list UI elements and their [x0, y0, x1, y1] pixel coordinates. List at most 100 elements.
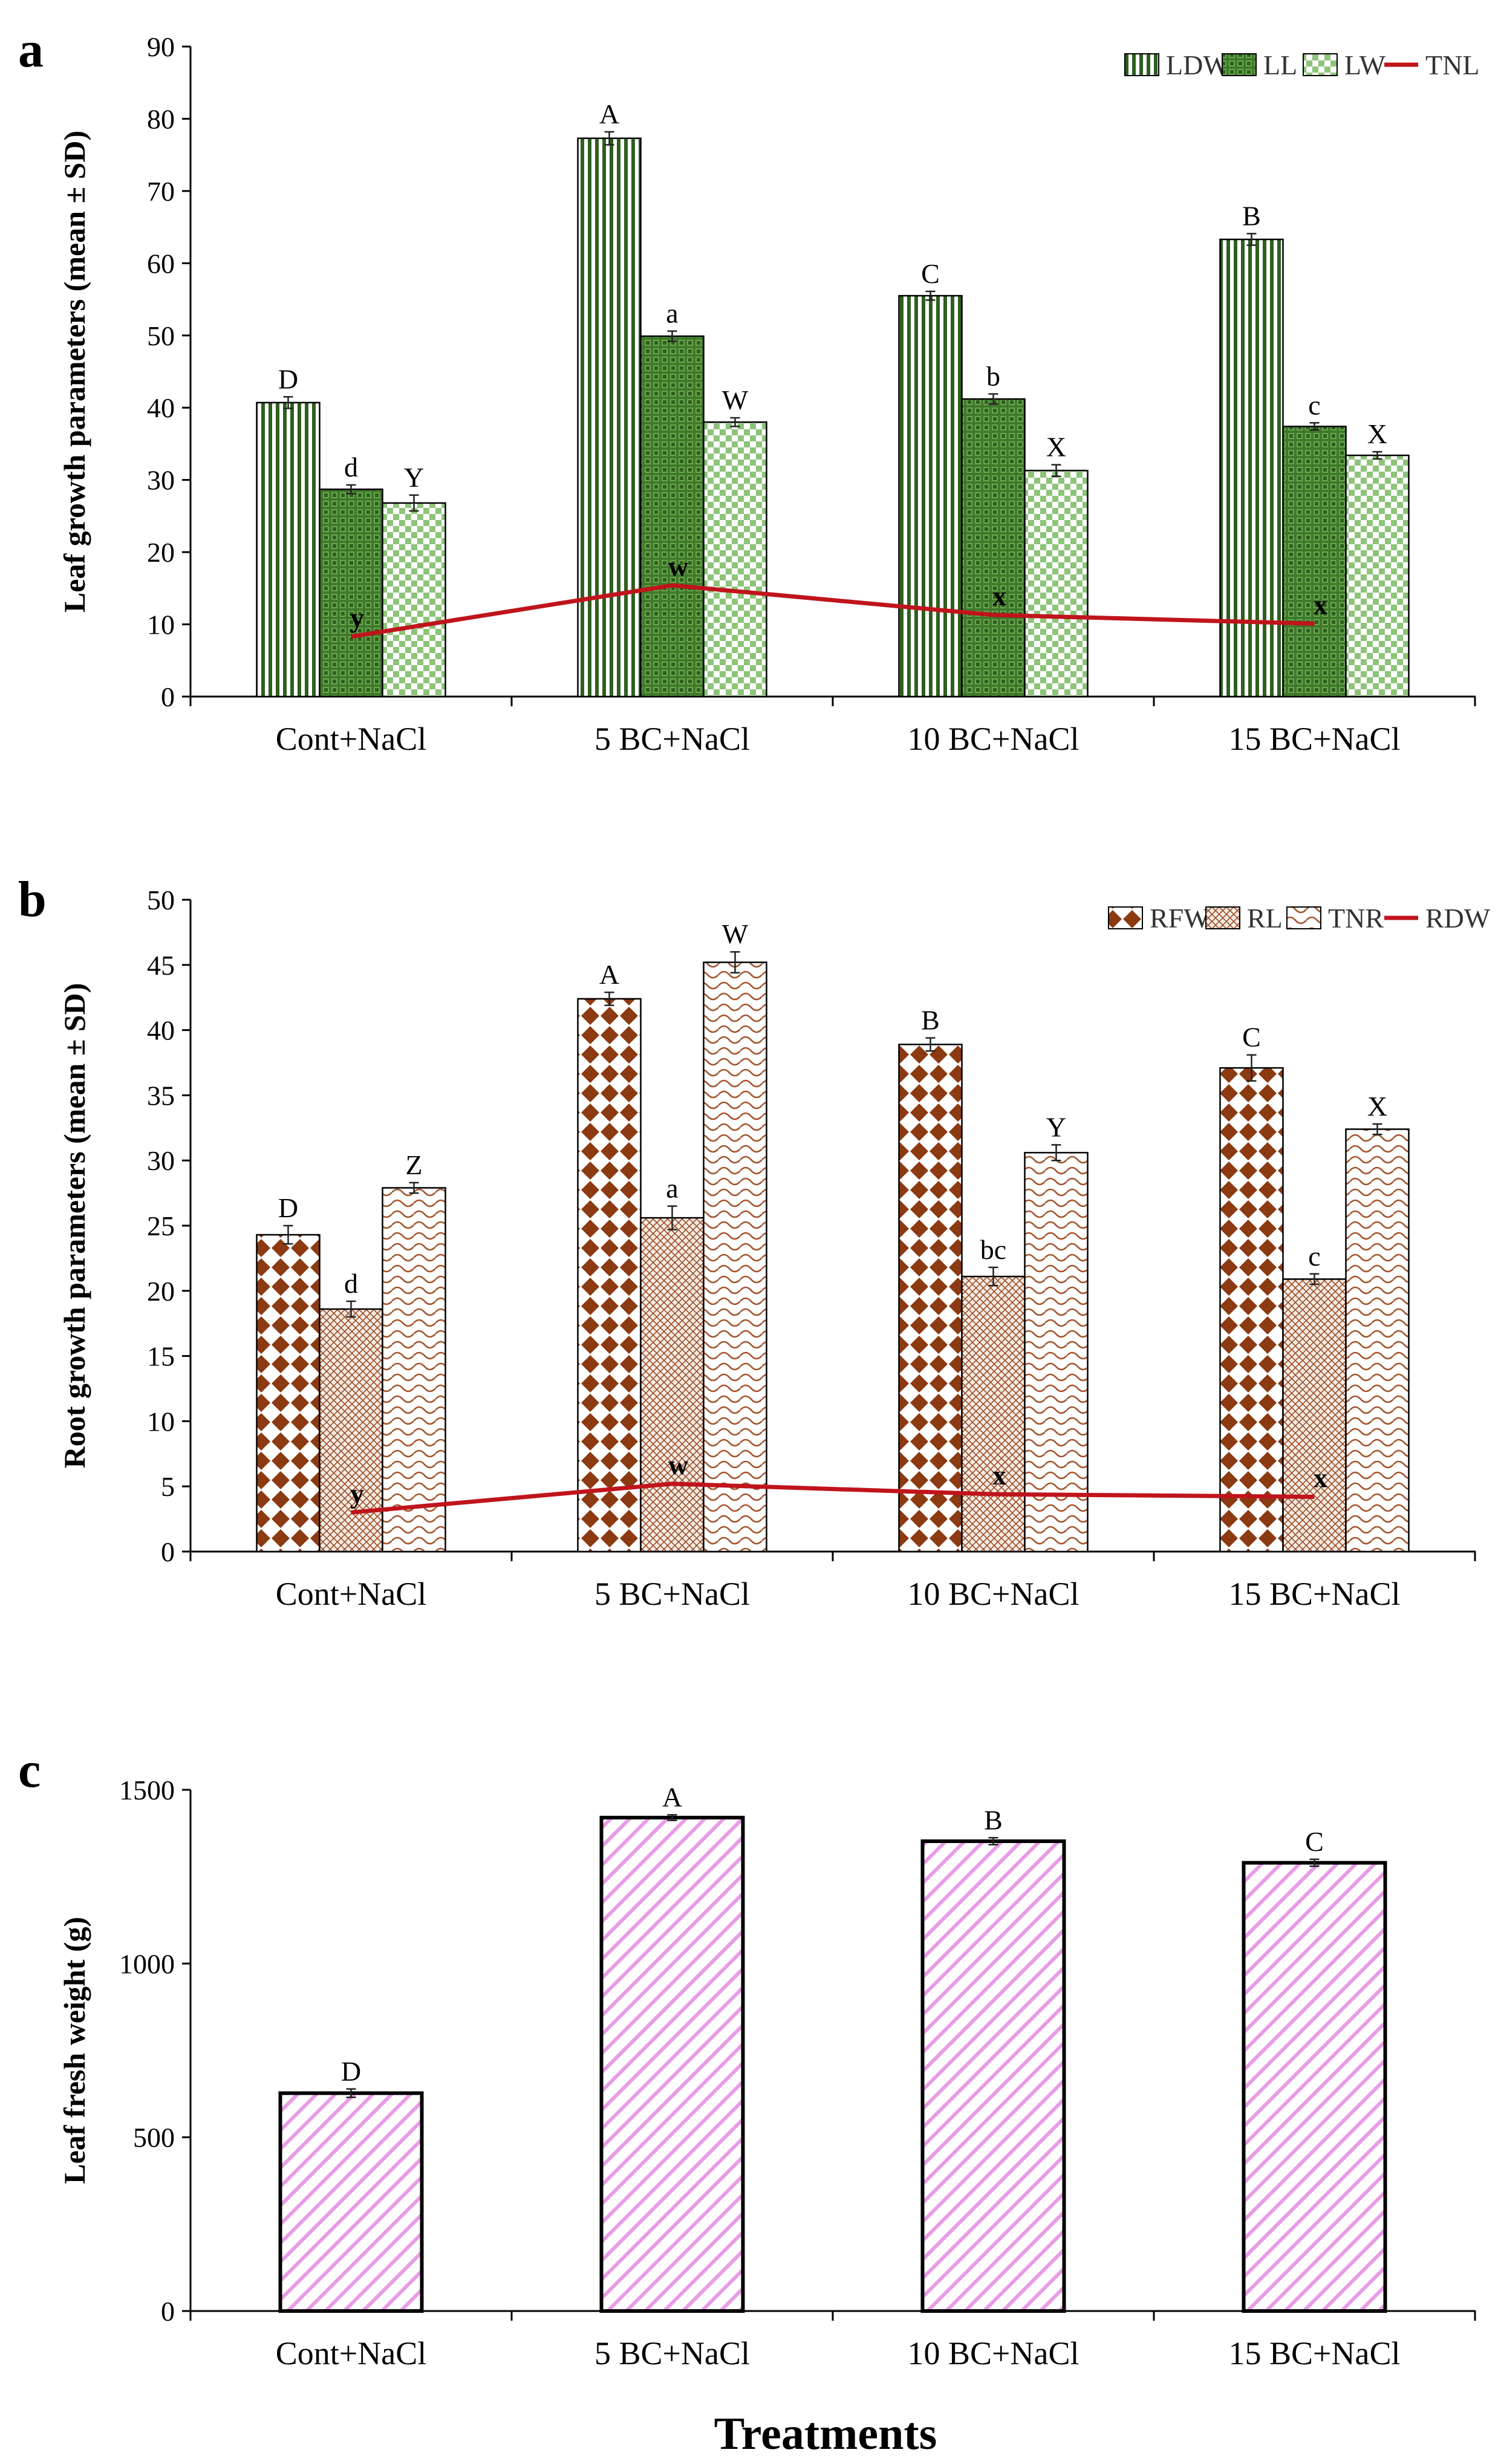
x-tick-label: Cont+NaCl: [276, 721, 426, 757]
significance-label: B: [1242, 200, 1261, 231]
y-tick-label: 15: [147, 1341, 175, 1372]
x-tick-label: 5 BC+NaCl: [594, 721, 750, 757]
bar-ll: [640, 335, 705, 698]
legend-label: TNL: [1425, 50, 1479, 80]
x-axis-title: Treatments: [714, 2408, 937, 2459]
line-point-label: x: [992, 1460, 1006, 1490]
chart-panel-c: c Leaf fresh weight (g) 0 500 1000 1500 Cont+N…: [18, 1742, 1476, 2371]
significance-label: X: [1367, 1091, 1387, 1122]
bar-ldw: [898, 294, 963, 698]
legend-label: LL: [1263, 50, 1297, 80]
error-bar: [1372, 450, 1382, 460]
bar-leaf-fresh-weight: [278, 2091, 424, 2313]
error-bar: [667, 330, 677, 342]
line-point-label: x: [1314, 1462, 1327, 1493]
y-tick-label: 20: [147, 537, 175, 568]
significance-label: c: [1308, 1241, 1320, 1272]
bar-ldw: [1219, 238, 1284, 698]
panel-letter: b: [18, 871, 47, 928]
error-bar: [1246, 1054, 1257, 1082]
error-bar: [988, 1837, 998, 1846]
significance-label: C: [1242, 1022, 1261, 1053]
error-bar: [1051, 1144, 1061, 1162]
significance-label: b: [986, 361, 1000, 392]
bar-rfw: [577, 998, 642, 1553]
bar-tnr: [1345, 1128, 1410, 1553]
legend-swatch: [1124, 53, 1159, 76]
legend-swatch: [1108, 906, 1143, 929]
y-tick-label: 80: [147, 103, 175, 134]
y-tick-label: 20: [147, 1276, 175, 1307]
significance-label: C: [921, 258, 940, 289]
legend-label: LW: [1344, 50, 1386, 80]
error-bar: [1051, 464, 1061, 477]
significance-label: D: [278, 363, 298, 394]
error-bar: [730, 951, 740, 974]
error-bar: [988, 1266, 998, 1287]
error-bar: [283, 1224, 293, 1245]
y-tick-label: 45: [147, 950, 175, 981]
line-rdw: [351, 1481, 1315, 1515]
x-tick-label: 15 BC+NaCl: [1229, 721, 1401, 757]
y-tick-label: 50: [147, 885, 175, 915]
error-bar: [604, 131, 614, 146]
bar-ldw: [256, 401, 321, 698]
error-bar: [1309, 1273, 1320, 1286]
y-tick-label: 0: [161, 681, 175, 712]
bar-ll: [961, 398, 1026, 698]
line-tnl: [350, 583, 1315, 639]
y-tick-label: 0: [161, 1536, 175, 1567]
error-bar: [667, 1205, 677, 1230]
x-tick-label: 10 BC+NaCl: [908, 1576, 1079, 1612]
legend-swatch: [1286, 906, 1321, 929]
significance-label: bc: [980, 1234, 1006, 1265]
bar-rl: [319, 1308, 383, 1553]
legend-swatch: [1205, 906, 1240, 929]
line-point-label: x: [1314, 589, 1327, 620]
bar-rl: [961, 1275, 1026, 1553]
bar-leaf-fresh-weight: [920, 1839, 1066, 2313]
y-tick-label: 1000: [119, 1948, 175, 1979]
x-tick-label: 5 BC+NaCl: [594, 2335, 750, 2371]
error-bar: [925, 290, 936, 301]
y-axis-label: Leaf fresh weight (g): [57, 1917, 91, 2184]
y-tick-label: 90: [147, 31, 175, 62]
y-tick-label: 60: [147, 248, 175, 279]
y-tick-label: 30: [147, 465, 175, 496]
legend-swatch: [1222, 53, 1257, 76]
y-tick-label: 40: [147, 392, 175, 423]
bar-ll: [1282, 426, 1347, 698]
y-tick-label: 0: [161, 2296, 175, 2327]
y-tick-label: 5: [161, 1471, 175, 1502]
significance-label: D: [341, 2056, 361, 2087]
y-tick-label: 1500: [119, 1775, 175, 1806]
y-tick-label: 10: [147, 1406, 175, 1437]
legend-swatch: [1303, 53, 1338, 76]
significance-label: W: [722, 918, 749, 949]
significance-label: C: [1305, 1826, 1324, 1857]
significance-label: Y: [1046, 1111, 1066, 1142]
line-point-label: y: [350, 602, 364, 633]
y-tick-label: 30: [147, 1145, 175, 1176]
error-bar: [283, 396, 293, 409]
panel-letter: a: [18, 22, 44, 78]
x-tick-label: 15 BC+NaCl: [1229, 2335, 1401, 2371]
bar-rfw: [256, 1234, 321, 1553]
significance-label: X: [1046, 432, 1066, 463]
x-tick-label: 5 BC+NaCl: [594, 1576, 750, 1612]
y-axis-label: Root growth parameters (mean ± SD): [57, 983, 91, 1469]
bar-lw: [382, 502, 446, 698]
bar-rl: [1282, 1278, 1347, 1553]
error-bar: [346, 1300, 356, 1318]
significance-label: D: [278, 1192, 298, 1223]
significance-label: Y: [404, 462, 424, 493]
error-bar: [925, 1037, 936, 1052]
bar-rfw: [898, 1044, 963, 1553]
error-bar: [988, 393, 998, 405]
line-point-label: w: [668, 551, 688, 582]
y-tick-label: 500: [133, 2122, 175, 2153]
significance-label: Z: [405, 1149, 422, 1180]
chart-panel-b: b Root growth parameters (mean ± SD) 0 5 10 1…: [18, 871, 1491, 1612]
line-point-label: w: [668, 1449, 688, 1480]
legend-label: TNR: [1328, 903, 1384, 934]
